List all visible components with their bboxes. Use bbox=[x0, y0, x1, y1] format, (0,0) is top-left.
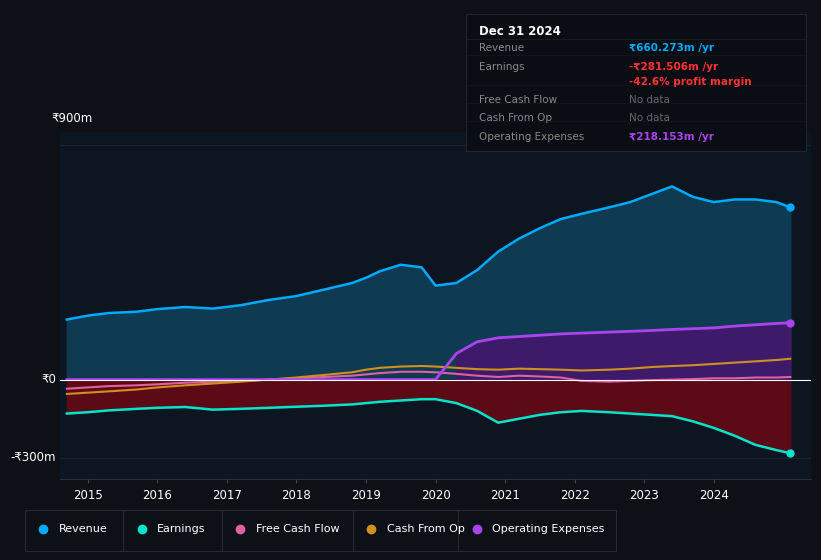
Text: Revenue: Revenue bbox=[479, 43, 525, 53]
Text: Dec 31 2024: Dec 31 2024 bbox=[479, 25, 561, 38]
Text: ₹218.153m /yr: ₹218.153m /yr bbox=[629, 132, 714, 142]
Text: -₹281.506m /yr: -₹281.506m /yr bbox=[629, 62, 718, 72]
Text: ₹660.273m /yr: ₹660.273m /yr bbox=[629, 43, 714, 53]
Text: Cash From Op: Cash From Op bbox=[388, 524, 465, 534]
Text: -42.6% profit margin: -42.6% profit margin bbox=[629, 77, 752, 87]
Text: ₹0: ₹0 bbox=[41, 373, 56, 386]
Text: -₹300m: -₹300m bbox=[11, 451, 56, 464]
Text: Operating Expenses: Operating Expenses bbox=[479, 132, 585, 142]
Text: ₹900m: ₹900m bbox=[52, 112, 93, 125]
Text: Cash From Op: Cash From Op bbox=[479, 113, 553, 123]
Text: No data: No data bbox=[629, 95, 670, 105]
Text: No data: No data bbox=[629, 113, 670, 123]
Text: Revenue: Revenue bbox=[59, 524, 108, 534]
Text: Free Cash Flow: Free Cash Flow bbox=[479, 95, 557, 105]
Text: Operating Expenses: Operating Expenses bbox=[493, 524, 604, 534]
Text: Earnings: Earnings bbox=[479, 62, 525, 72]
Text: Earnings: Earnings bbox=[158, 524, 206, 534]
Text: Free Cash Flow: Free Cash Flow bbox=[256, 524, 339, 534]
